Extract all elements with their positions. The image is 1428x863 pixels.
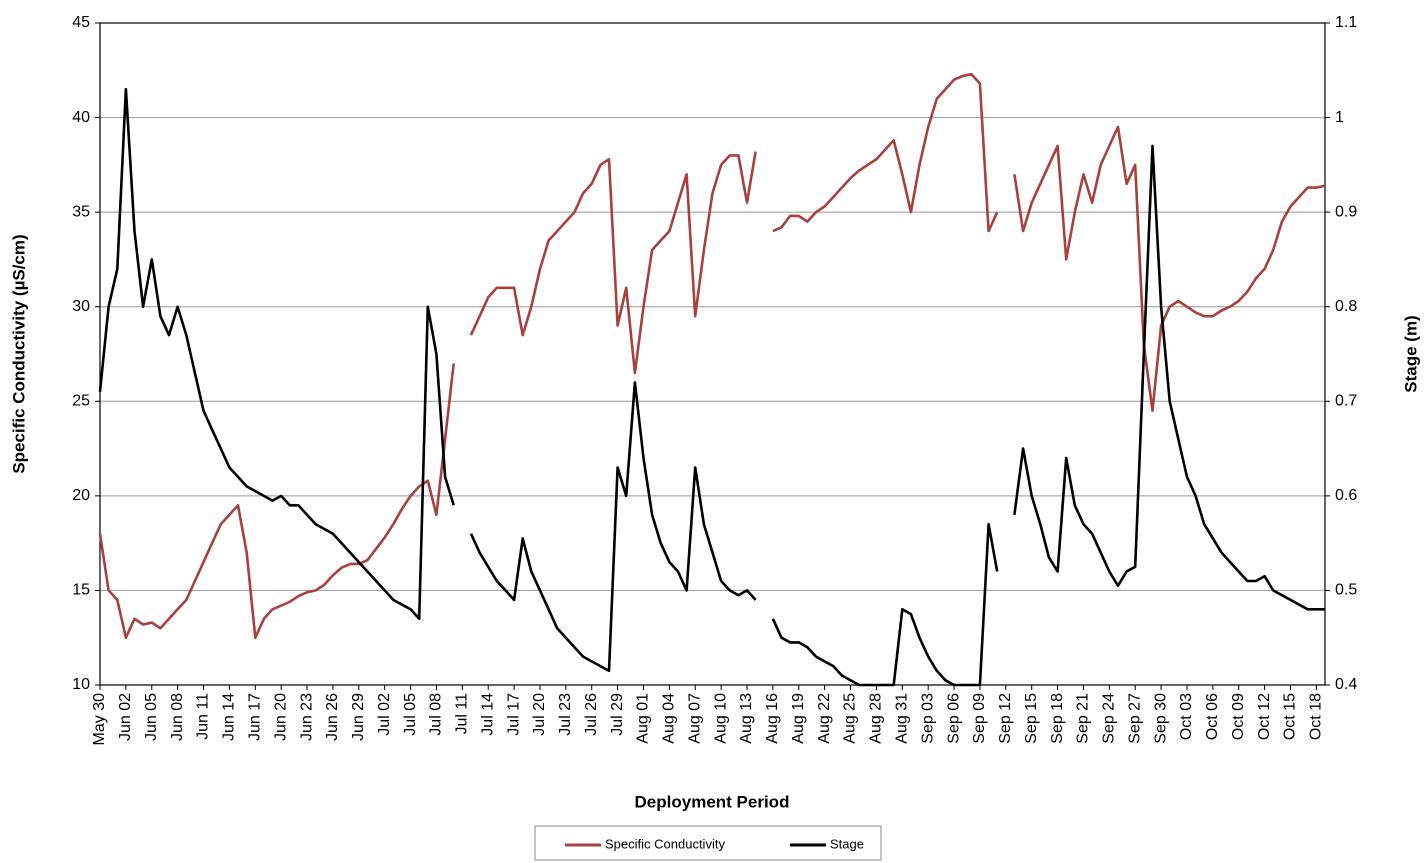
x-tick-label: Jun 17 bbox=[247, 693, 264, 741]
x-tick-label: Jul 14 bbox=[479, 693, 496, 736]
x-tick-label: Aug 22 bbox=[816, 693, 833, 744]
series-line bbox=[98, 87, 1325, 687]
x-tick-label: Sep 12 bbox=[997, 693, 1014, 744]
x-tick-label: Sep 03 bbox=[919, 693, 936, 744]
y2-tick-label: 1.1 bbox=[1335, 14, 1357, 31]
y-tick-label: 30 bbox=[72, 298, 90, 315]
x-tick-label: Oct 06 bbox=[1204, 693, 1221, 740]
x-tick-label: Jun 11 bbox=[195, 693, 212, 740]
y-tick-label: 10 bbox=[72, 676, 90, 693]
plot-border bbox=[99, 22, 1326, 686]
x-tick-label: Jun 08 bbox=[169, 693, 186, 741]
x-tick-label: Sep 15 bbox=[1023, 693, 1040, 744]
x-axis-title: Deployment Period bbox=[635, 792, 790, 811]
y-tick-label: 40 bbox=[72, 109, 90, 126]
x-tick-label: Oct 15 bbox=[1282, 693, 1299, 740]
y-tick-label: 25 bbox=[72, 393, 90, 410]
legend-label: Stage bbox=[830, 836, 864, 851]
x-tick-label: Jul 11 bbox=[454, 693, 471, 735]
x-tick-label: Sep 18 bbox=[1049, 693, 1066, 744]
y2-tick-label: 0.5 bbox=[1335, 582, 1357, 599]
x-tick-label: Oct 03 bbox=[1178, 693, 1195, 740]
x-tick-label: Sep 27 bbox=[1126, 693, 1143, 744]
x-tick-label: Aug 19 bbox=[790, 693, 807, 744]
x-tick-label: Jun 14 bbox=[221, 693, 238, 741]
x-tick-label: Aug 10 bbox=[712, 693, 729, 744]
x-tick-label: Aug 28 bbox=[868, 693, 885, 744]
y2-tick-label: 0.9 bbox=[1335, 203, 1357, 220]
x-tick-label: Jun 05 bbox=[143, 693, 160, 741]
x-tick-label: Oct 09 bbox=[1230, 693, 1247, 740]
x-tick-label: Jul 23 bbox=[557, 693, 574, 736]
x-tick-label: Jun 26 bbox=[324, 693, 341, 741]
series-line bbox=[98, 72, 1326, 639]
y-tick-label: 45 bbox=[72, 14, 90, 31]
x-tick-label: Jul 05 bbox=[402, 693, 419, 736]
x-tick-label: Aug 04 bbox=[661, 693, 678, 744]
y-tick-label: 20 bbox=[72, 487, 90, 504]
x-tick-label: Aug 25 bbox=[842, 693, 859, 744]
y-tick-label: 35 bbox=[72, 203, 90, 220]
y2-tick-label: 0.8 bbox=[1335, 298, 1357, 315]
x-tick-label: Oct 12 bbox=[1256, 693, 1273, 740]
x-tick-label: Jul 02 bbox=[376, 693, 393, 736]
x-tick-label: Jun 29 bbox=[350, 693, 367, 741]
x-tick-label: Aug 01 bbox=[635, 693, 652, 744]
x-tick-label: Sep 30 bbox=[1152, 693, 1169, 744]
x-tick-label: Jul 17 bbox=[505, 693, 522, 736]
x-tick-label: Sep 24 bbox=[1101, 693, 1118, 744]
y-axis-title: Specific Conductivity (µS/cm) bbox=[9, 234, 28, 473]
x-tick-label: Jul 29 bbox=[609, 693, 626, 736]
x-tick-label: Jul 26 bbox=[583, 693, 600, 736]
x-tick-label: Jul 20 bbox=[531, 693, 548, 736]
x-tick-label: Aug 31 bbox=[894, 693, 911, 744]
x-tick-label: Aug 16 bbox=[764, 693, 781, 744]
y2-tick-label: 0.7 bbox=[1335, 393, 1357, 410]
x-tick-label: Jun 02 bbox=[117, 693, 134, 741]
x-tick-label: Oct 18 bbox=[1308, 693, 1325, 740]
x-tick-label: Sep 06 bbox=[945, 693, 962, 744]
legend-label: Specific Conductivity bbox=[605, 836, 725, 851]
x-tick-label: Jul 08 bbox=[428, 693, 445, 736]
x-tick-label: Aug 07 bbox=[686, 693, 703, 744]
x-tick-label: Sep 09 bbox=[971, 693, 988, 744]
y2-tick-label: 0.4 bbox=[1335, 676, 1357, 693]
y2-axis-title: Stage (m) bbox=[1401, 315, 1420, 392]
legend-box bbox=[534, 825, 882, 861]
y-tick-label: 15 bbox=[72, 582, 90, 599]
x-tick-label: Jun 20 bbox=[272, 693, 289, 741]
x-tick-label: Sep 21 bbox=[1075, 693, 1092, 744]
x-tick-label: Jun 23 bbox=[298, 693, 315, 741]
y2-tick-label: 0.6 bbox=[1335, 487, 1357, 504]
x-tick-label: Aug 13 bbox=[738, 693, 755, 744]
y2-tick-label: 1 bbox=[1335, 109, 1344, 126]
x-tick-label: May 30 bbox=[91, 693, 108, 746]
